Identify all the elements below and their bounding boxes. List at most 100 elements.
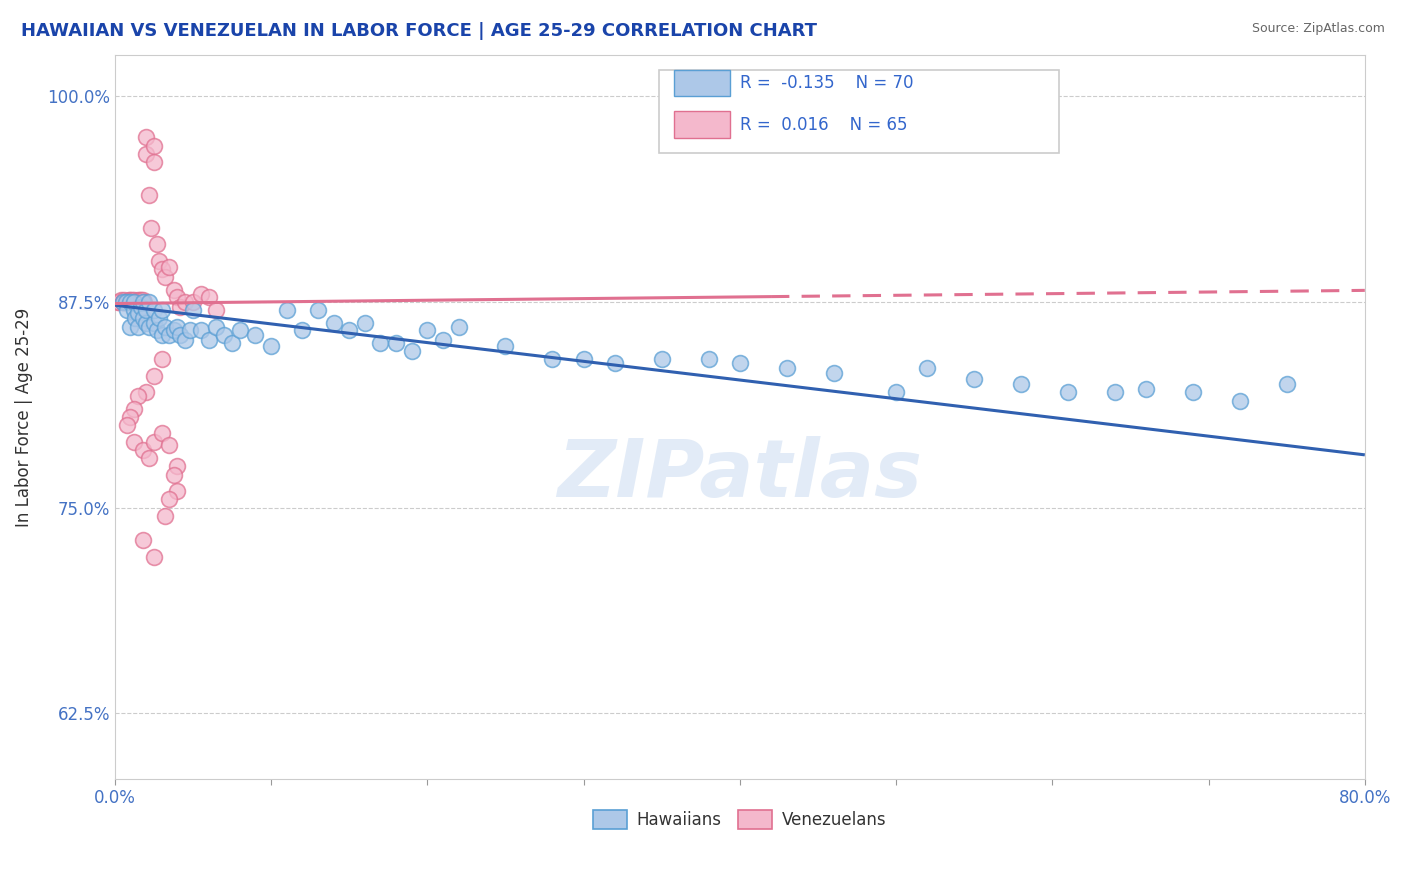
Point <box>150 327 173 342</box>
Point <box>120 294 142 309</box>
Point <box>159 260 181 275</box>
Point <box>166 319 188 334</box>
Point <box>122 434 145 449</box>
Point <box>1104 385 1126 400</box>
Point <box>107 294 129 309</box>
Point <box>322 316 344 330</box>
Point <box>447 319 470 334</box>
FancyBboxPatch shape <box>673 70 730 96</box>
Point <box>197 333 219 347</box>
Point <box>135 385 157 400</box>
Point <box>150 303 173 318</box>
Point <box>112 293 135 308</box>
Point <box>138 294 160 309</box>
Point <box>163 467 186 482</box>
Point <box>132 442 155 457</box>
Point <box>142 549 165 564</box>
Point <box>153 319 176 334</box>
Text: HAWAIIAN VS VENEZUELAN IN LABOR FORCE | AGE 25-29 CORRELATION CHART: HAWAIIAN VS VENEZUELAN IN LABOR FORCE | … <box>21 22 817 40</box>
Point <box>572 352 595 367</box>
Point <box>111 294 134 309</box>
Point <box>134 294 156 309</box>
Point <box>197 290 219 304</box>
Point <box>124 311 146 326</box>
Point <box>181 294 204 309</box>
Point <box>1181 385 1204 400</box>
Point <box>169 327 191 342</box>
Point <box>370 336 392 351</box>
Point <box>111 294 134 309</box>
Point <box>174 333 197 347</box>
Point <box>127 294 149 309</box>
Point <box>190 286 212 301</box>
Point <box>697 352 720 367</box>
Point <box>229 323 252 337</box>
Point <box>142 434 165 449</box>
Point <box>122 303 145 318</box>
Point <box>148 253 170 268</box>
Point <box>159 327 181 342</box>
Point <box>276 303 298 318</box>
Point <box>205 303 228 318</box>
Point <box>114 294 136 309</box>
Point <box>117 418 139 433</box>
Point <box>132 311 155 326</box>
FancyBboxPatch shape <box>658 70 1059 153</box>
Point <box>125 294 148 309</box>
Point <box>111 294 134 309</box>
Point <box>260 339 283 353</box>
Point <box>122 401 145 416</box>
Point <box>179 323 201 337</box>
Point <box>148 311 170 326</box>
Point <box>142 155 165 169</box>
Point <box>1010 377 1032 392</box>
Point <box>120 410 142 425</box>
Point <box>120 319 142 334</box>
Point <box>166 484 188 499</box>
Point <box>135 316 157 330</box>
Point <box>221 336 243 351</box>
Point <box>163 284 186 298</box>
Point <box>120 293 142 308</box>
Point <box>205 319 228 334</box>
Point <box>142 303 165 318</box>
Point <box>122 294 145 309</box>
Point <box>127 293 149 308</box>
Point <box>603 356 626 370</box>
Point <box>138 451 160 466</box>
Point <box>212 327 235 342</box>
Point <box>127 294 149 309</box>
Point <box>120 294 142 309</box>
Point <box>337 323 360 337</box>
Point <box>181 303 204 318</box>
Point <box>117 294 139 309</box>
FancyBboxPatch shape <box>673 112 730 138</box>
Point <box>153 508 176 523</box>
Point <box>131 300 153 314</box>
Point <box>1275 377 1298 392</box>
Point <box>1135 382 1157 396</box>
Text: Source: ZipAtlas.com: Source: ZipAtlas.com <box>1251 22 1385 36</box>
Point <box>307 303 329 318</box>
Point <box>884 385 907 400</box>
Point <box>159 438 181 452</box>
Point <box>135 146 157 161</box>
Point <box>1057 385 1080 400</box>
Point <box>651 352 673 367</box>
Point <box>139 220 162 235</box>
Text: R =  0.016    N = 65: R = 0.016 N = 65 <box>740 116 907 134</box>
Point <box>110 293 132 308</box>
Point <box>120 294 142 309</box>
Text: ZIPatlas: ZIPatlas <box>557 436 922 514</box>
Point <box>146 237 169 252</box>
Point <box>163 323 186 337</box>
Point <box>146 323 169 337</box>
Point <box>166 290 188 304</box>
Point <box>291 323 314 337</box>
Point <box>432 333 454 347</box>
Point <box>135 130 157 145</box>
Point <box>353 316 375 330</box>
Point <box>135 303 157 318</box>
Point <box>728 356 751 370</box>
Point <box>174 294 197 309</box>
